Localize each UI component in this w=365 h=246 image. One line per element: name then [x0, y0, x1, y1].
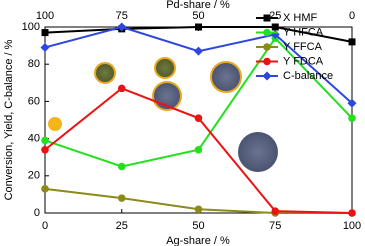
y-tick-label: 40 — [28, 133, 40, 145]
y-axis-label: Conversion, Yield, C-balance / % — [3, 39, 15, 200]
x2-tick-label: 75 — [116, 10, 128, 22]
legend-marker — [262, 71, 272, 81]
particle — [94, 62, 116, 84]
legend-marker — [263, 14, 271, 22]
marker — [348, 209, 356, 217]
x-tick-label: 100 — [343, 220, 361, 232]
marker — [348, 114, 356, 122]
legend-label: Y FDCA — [283, 55, 324, 67]
marker — [41, 145, 49, 154]
marker — [270, 29, 280, 39]
legend-label: X HMF — [283, 12, 318, 24]
marker — [271, 207, 280, 215]
marker — [117, 84, 126, 93]
series — [41, 84, 356, 217]
marker — [117, 162, 126, 171]
legend-marker — [263, 43, 271, 51]
marker — [348, 38, 356, 46]
marker — [194, 114, 203, 122]
x2-tick-label: 25 — [269, 10, 281, 22]
particle — [154, 57, 176, 79]
particle — [238, 132, 278, 172]
x-tick-label: 25 — [116, 220, 128, 232]
x2-tick-label: 0 — [349, 10, 355, 22]
particle — [48, 117, 62, 131]
y-tick-label: 0 — [34, 207, 40, 219]
marker — [117, 194, 126, 202]
marker — [194, 145, 203, 154]
legend-marker — [263, 57, 271, 66]
x2-tick-label: 100 — [36, 10, 54, 22]
series — [40, 22, 357, 108]
legend-marker — [263, 28, 271, 37]
x-tick-label: 50 — [192, 220, 204, 232]
x-axis-label: Ag-share / % — [166, 235, 230, 246]
particle — [210, 61, 242, 93]
x2-tick-label: 50 — [192, 10, 204, 22]
y-tick-label: 60 — [28, 95, 40, 107]
x-tick-label: 0 — [42, 220, 48, 232]
x-tick-label: 75 — [269, 220, 281, 232]
y-tick-label: 80 — [28, 58, 40, 70]
particle-images — [48, 57, 278, 172]
marker — [41, 185, 49, 193]
legend-label: C-balance — [283, 70, 333, 82]
marker — [194, 46, 203, 56]
legend: X HMF Y HFCA Y FFCA Y FDCA C-balance — [256, 12, 333, 82]
y-tick-label: 100 — [22, 21, 40, 33]
marker — [117, 22, 127, 32]
marker — [40, 42, 50, 52]
marker — [195, 23, 202, 31]
marker — [41, 136, 49, 145]
legend-label: Y HFCA — [283, 26, 324, 38]
x2-axis-label: Pd-share / % — [166, 0, 230, 11]
marker — [41, 29, 49, 37]
marker — [347, 98, 357, 108]
y-tick-label: 20 — [28, 170, 40, 182]
marker — [271, 23, 279, 31]
legend-label: Y FFCA — [283, 41, 323, 53]
marker — [194, 205, 203, 214]
